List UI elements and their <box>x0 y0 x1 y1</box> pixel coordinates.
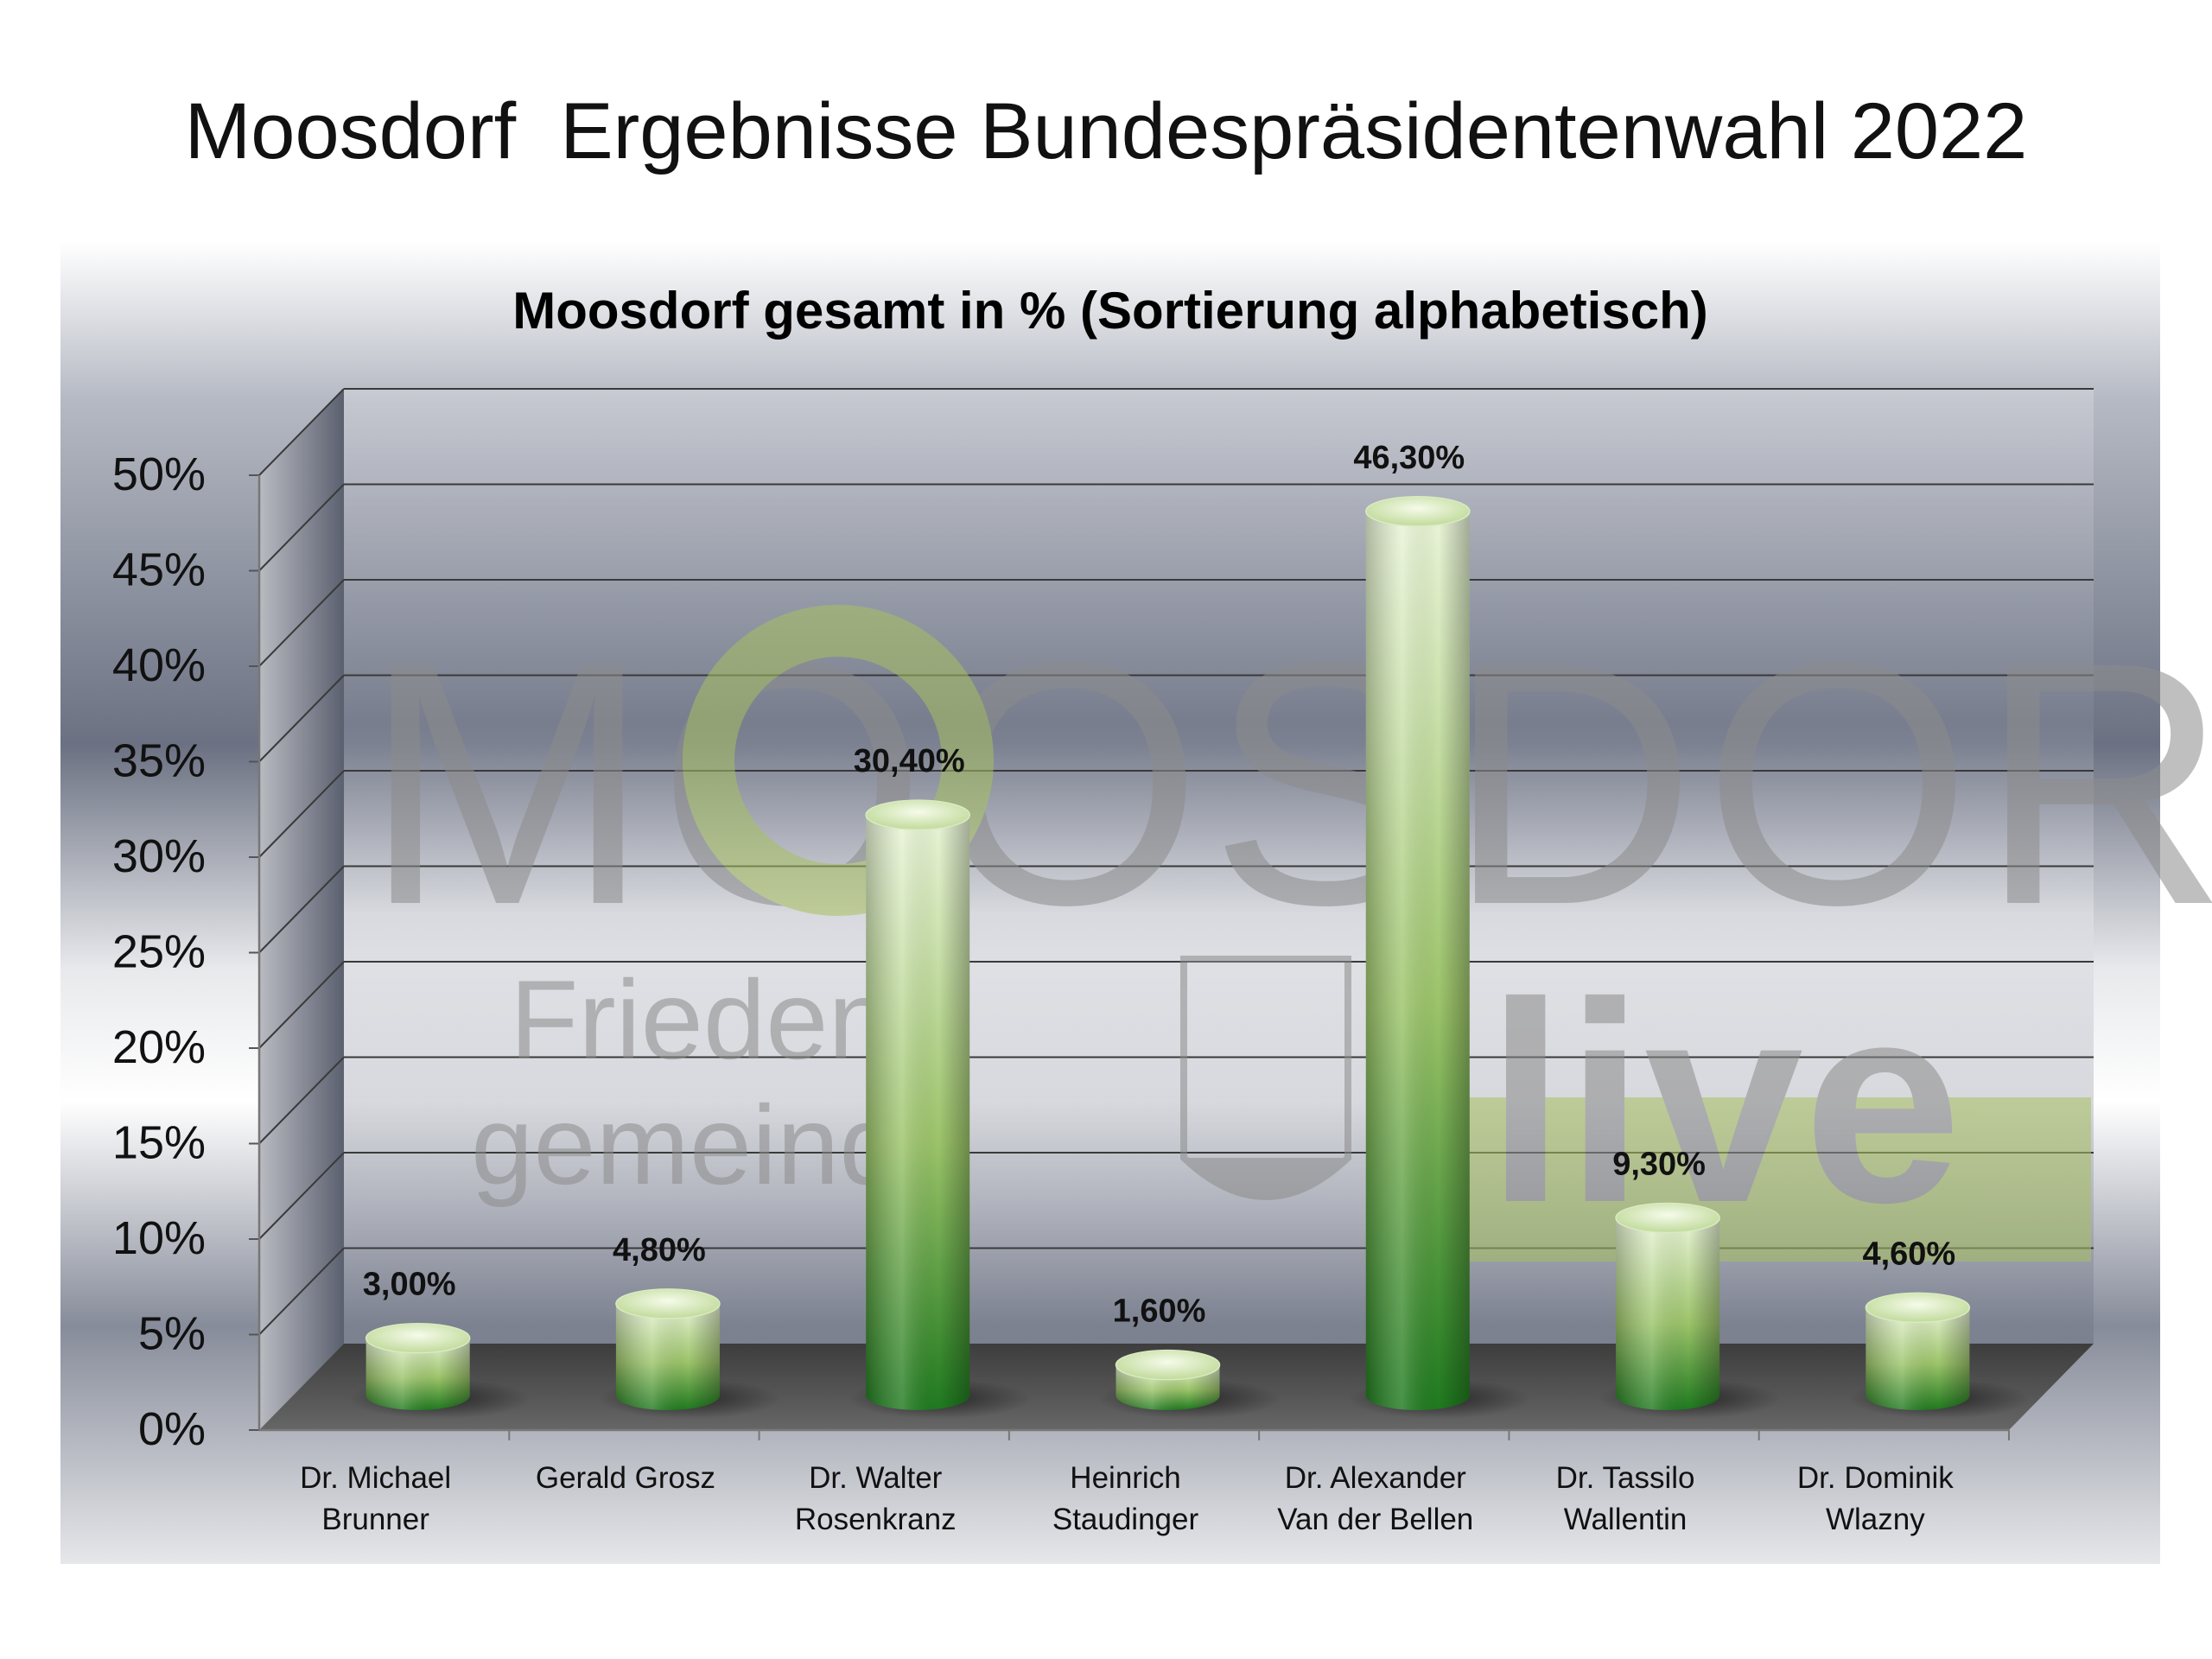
y-tick-label: 25% <box>112 926 206 978</box>
data-label: 9,30% <box>1612 1146 1706 1182</box>
watermark-subtext: Frieden <box>510 957 891 1083</box>
bar-cap <box>1615 1202 1720 1234</box>
x-tick-label: Gerald Grosz <box>536 1461 715 1495</box>
y-tick-label: 40% <box>112 639 206 691</box>
watermark-green-band <box>1469 1097 2091 1262</box>
x-tick-label: Rosenkranz <box>795 1503 957 1536</box>
y-tick-label: 50% <box>112 448 206 500</box>
gridline-side <box>258 1152 345 1240</box>
x-tick-label: Dr. Dominik <box>1797 1461 1954 1495</box>
x-tick-label: Dr. Alexander <box>1285 1461 1466 1495</box>
bar-body-shade <box>1616 1217 1720 1410</box>
x-tick-label: Wlazny <box>1826 1503 1925 1536</box>
data-label: 46,30% <box>1353 440 1465 476</box>
bar <box>348 1322 531 1419</box>
gridline-side <box>258 961 345 1049</box>
bar-cap <box>1865 1292 1971 1324</box>
bar-body-shade <box>866 815 970 1410</box>
coat-of-arms-bowl <box>1184 1158 1348 1197</box>
moosdorf-live-watermark: MOOSDORFFriedengemeindelive <box>363 590 2212 1262</box>
bar-cap <box>615 1288 721 1319</box>
bar-body-shade <box>615 1303 720 1410</box>
data-label: 4,80% <box>613 1232 706 1268</box>
bar <box>1848 1292 2031 1419</box>
x-tick-label: Van der Bellen <box>1277 1503 1473 1536</box>
bar <box>1348 496 1530 1419</box>
data-label: 1,60% <box>1113 1294 1206 1330</box>
y-tick-label: 30% <box>112 830 206 882</box>
data-label: 4,60% <box>1862 1236 1955 1272</box>
x-tick-label: Wallentin <box>1564 1503 1688 1536</box>
gridline-side <box>258 579 345 667</box>
x-tick-label: Heinrich <box>1070 1461 1180 1495</box>
y-tick-label: 0% <box>138 1403 206 1455</box>
gridline-side <box>258 1247 345 1336</box>
bar <box>1599 1202 1781 1419</box>
gridline-side <box>258 388 345 476</box>
watermark-leaf-icon <box>683 605 994 916</box>
bar <box>1098 1349 1281 1419</box>
bar-body-shade <box>1365 511 1470 1410</box>
y-tick-label: 5% <box>138 1308 206 1360</box>
gridline-side <box>258 770 345 858</box>
y-tick-label: 15% <box>112 1117 206 1169</box>
watermark-live-text: live <box>1486 943 1961 1262</box>
y-tick-label: 20% <box>112 1021 206 1073</box>
x-tick-label: Staudinger <box>1052 1503 1199 1536</box>
x-tick-label: Brunner <box>321 1503 429 1536</box>
gridline-side <box>258 674 345 763</box>
bar-body-shade <box>365 1338 470 1410</box>
data-label: 3,00% <box>363 1267 456 1303</box>
gridline-side <box>258 483 345 572</box>
x-tick-label: Dr. Walter <box>809 1461 943 1495</box>
bar <box>598 1288 780 1419</box>
gridline-side <box>258 1056 345 1145</box>
bar-cap <box>365 1322 471 1354</box>
data-label: 30,40% <box>854 743 965 779</box>
bar <box>849 799 1031 1419</box>
gridline-side <box>258 865 345 954</box>
bar-cap <box>1115 1349 1221 1381</box>
x-tick-label: Dr. Tassilo <box>1556 1461 1695 1495</box>
x-tick-label: Dr. Michael <box>300 1461 451 1495</box>
bar-cap <box>1365 496 1471 527</box>
y-tick-label: 35% <box>112 735 206 787</box>
chart-title: Moosdorf gesamt in % (Sortierung alphabe… <box>512 282 1707 340</box>
y-tick-label: 10% <box>112 1212 206 1264</box>
y-tick-label: 45% <box>112 544 206 596</box>
page-title: Moosdorf Ergebnisse Bundespräsidentenwah… <box>184 87 2028 175</box>
bar-body-shade <box>1866 1307 1970 1410</box>
bar-cap <box>865 799 970 830</box>
